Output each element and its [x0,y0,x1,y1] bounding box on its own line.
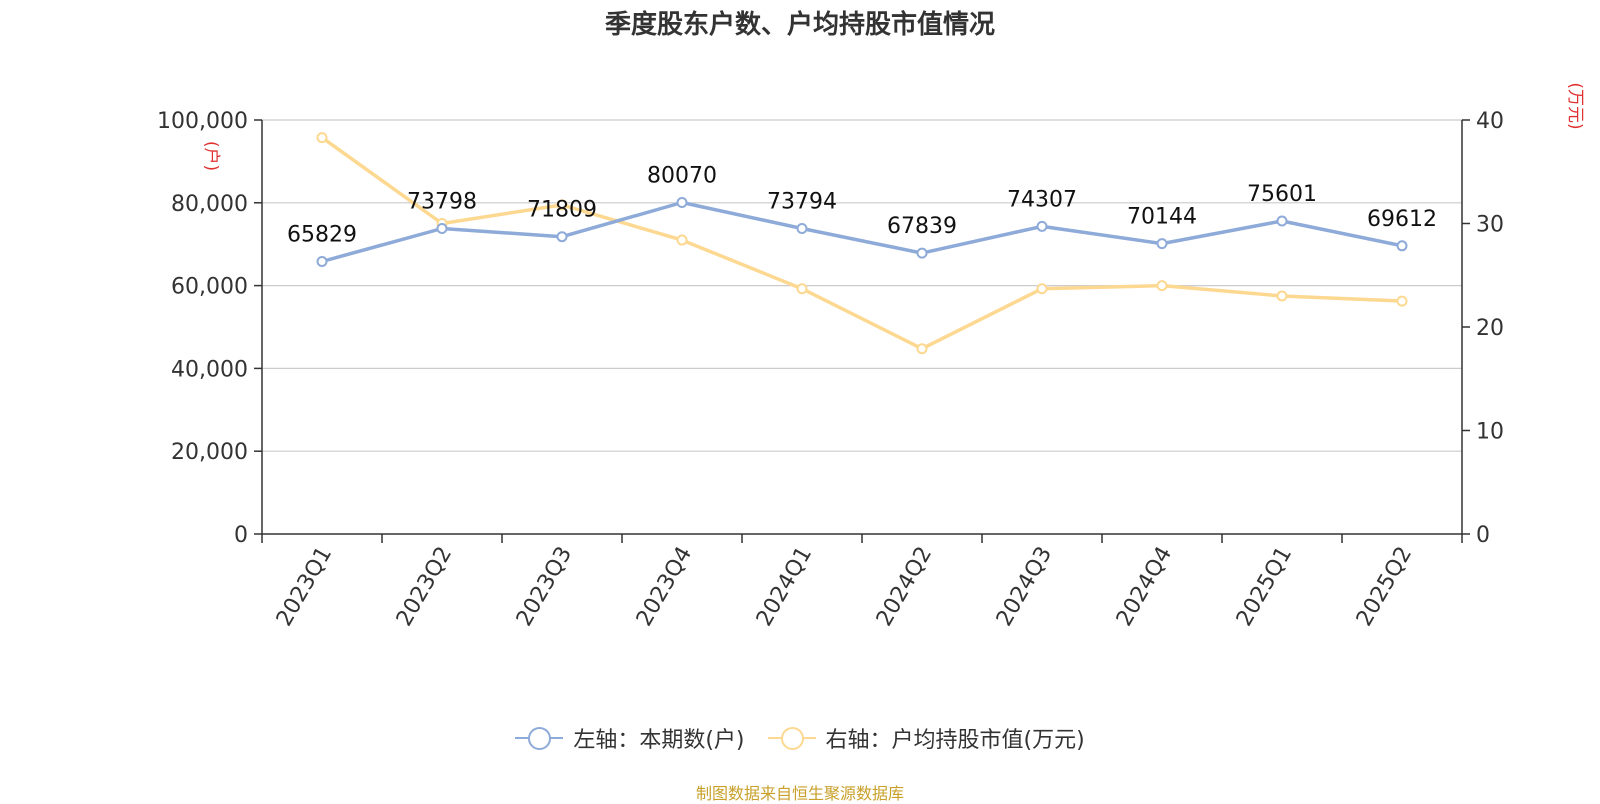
data-point-left [316,255,328,267]
x-tick-label: 2023Q2 [392,543,457,631]
data-label: 73794 [767,189,837,214]
y-right-tick-label: 30 [1476,213,1504,238]
x-tick-label: 2024Q4 [1112,543,1177,631]
series-line-left [321,200,1403,264]
axes: 0 20,000 40,000 60,000 80,000 100,000 0 10 20 30 4… [157,82,1585,630]
data-label: 71809 [527,198,597,223]
y-right-tick-label: 10 [1476,420,1504,445]
y-left-tick-label: 40,000 [171,357,248,382]
data-point-right [1036,283,1048,295]
x-tick-label: 2023Q3 [512,543,577,631]
data-point-left [556,231,568,243]
y-left-tick-label: 0 [234,523,248,548]
x-tick-label: 2024Q3 [992,543,1057,631]
y-left-tick-label: 80,000 [171,192,248,217]
y-left-tick-label: 60,000 [171,275,248,300]
legend: 左轴：本期数(户) 右轴：户均持股市值(万元) [0,722,1600,756]
x-tick-label: 2025Q1 [1232,543,1297,631]
data-point-left [676,197,688,209]
x-tick-label: 2023Q1 [272,543,337,631]
data-label: 75601 [1247,182,1317,207]
data-point-right [1276,290,1288,302]
data-label: 74307 [1007,187,1077,212]
x-tick-label: 2024Q2 [872,543,937,631]
data-point-left [1396,240,1408,252]
legend-item-left[interactable]: 左轴：本期数(户) [515,722,745,754]
legend-marker-left-icon [515,726,564,750]
legend-label-right: 右轴：户均持股市值(万元) [825,728,1085,753]
y-left-tick-label: 20,000 [171,440,248,465]
x-tick-label: 2025Q2 [1352,543,1417,631]
data-label: 70144 [1127,205,1197,230]
data-label: 73798 [407,189,477,214]
data-point-right [556,199,568,211]
x-tick-label: 2024Q1 [752,543,817,631]
data-point-right [316,132,328,144]
series [316,132,1408,355]
data-point-left [1276,215,1288,227]
data-point-left [1036,220,1048,232]
grid-lines [262,119,1462,452]
y-left-unit-label: (户) [201,141,221,171]
data-point-right [676,234,688,246]
data-source-note: 制图数据来自恒生聚源数据库 [695,784,904,803]
y-right-tick-label: 20 [1476,316,1504,341]
legend-label-left: 左轴：本期数(户) [573,728,745,753]
data-point-right [796,283,808,295]
series-line-right [320,136,1403,351]
data-label: 80070 [647,164,717,189]
y-left-tick-label: 100,000 [157,109,248,134]
data-label: 67839 [887,214,957,239]
data-point-left [1156,238,1168,250]
data-labels: 65829 73798 71809 80070 73794 67839 74307 70144… [287,164,1437,248]
chart-title: 季度股东户数、户均持股市值情况 [604,10,995,40]
data-point-right [1396,295,1408,307]
data-point-left [916,247,928,259]
legend-marker-right-icon [767,726,816,750]
x-tick-label: 2023Q4 [632,543,697,631]
data-label: 65829 [287,222,357,247]
legend-item-right[interactable]: 右轴：户均持股市值(万元) [767,722,1085,754]
data-label: 69612 [1367,207,1437,232]
data-point-right [916,343,928,355]
y-right-unit-label: (万元) [1565,82,1585,129]
y-right-tick-label: 0 [1476,523,1490,548]
data-point-left [796,222,808,234]
y-right-tick-label: 40 [1476,109,1504,134]
data-point-left [436,222,448,234]
data-point-right [1156,280,1168,292]
